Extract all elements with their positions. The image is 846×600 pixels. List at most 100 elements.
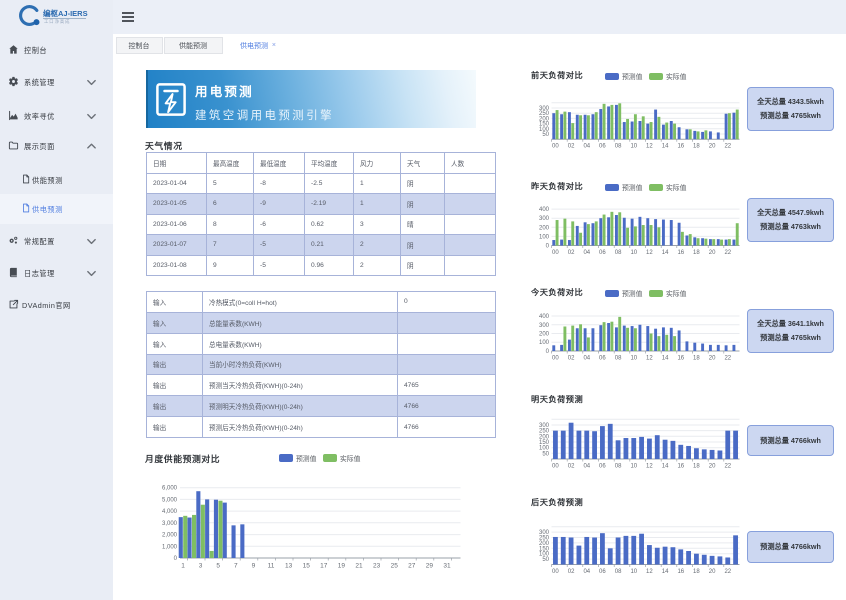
svg-text:19: 19 xyxy=(338,563,346,570)
svg-text:5,000: 5,000 xyxy=(162,497,178,503)
svg-text:16: 16 xyxy=(677,569,684,575)
svg-text:22: 22 xyxy=(724,569,731,575)
svg-text:200: 200 xyxy=(539,541,550,547)
svg-text:3,000: 3,000 xyxy=(162,521,178,527)
svg-text:22: 22 xyxy=(724,250,731,256)
svg-text:3: 3 xyxy=(199,563,203,570)
svg-text:18: 18 xyxy=(693,569,700,575)
svg-text:08: 08 xyxy=(615,144,622,150)
svg-text:10: 10 xyxy=(630,356,637,362)
svg-text:02: 02 xyxy=(568,464,575,470)
svg-text:12: 12 xyxy=(646,356,653,362)
svg-text:00: 00 xyxy=(552,356,559,362)
svg-text:4,000: 4,000 xyxy=(162,509,178,515)
svg-text:18: 18 xyxy=(693,144,700,150)
svg-text:04: 04 xyxy=(583,464,590,470)
svg-text:14: 14 xyxy=(662,144,669,150)
svg-text:7: 7 xyxy=(234,563,238,570)
svg-text:50: 50 xyxy=(542,557,549,563)
svg-text:100: 100 xyxy=(539,127,550,133)
svg-text:14: 14 xyxy=(662,250,669,256)
svg-text:100: 100 xyxy=(539,234,550,240)
svg-text:6,000: 6,000 xyxy=(162,486,178,492)
svg-text:18: 18 xyxy=(693,464,700,470)
svg-text:100: 100 xyxy=(539,446,550,452)
svg-text:22: 22 xyxy=(724,144,731,150)
svg-text:20: 20 xyxy=(709,250,716,256)
svg-text:02: 02 xyxy=(568,356,575,362)
svg-text:00: 00 xyxy=(552,144,559,150)
svg-text:31: 31 xyxy=(443,563,451,570)
svg-text:04: 04 xyxy=(583,144,590,150)
svg-text:150: 150 xyxy=(539,440,550,446)
svg-text:400: 400 xyxy=(539,314,550,320)
svg-text:10: 10 xyxy=(630,464,637,470)
svg-text:22: 22 xyxy=(724,464,731,470)
svg-text:02: 02 xyxy=(568,569,575,575)
svg-text:300: 300 xyxy=(539,423,550,429)
svg-text:08: 08 xyxy=(615,464,622,470)
svg-text:06: 06 xyxy=(599,144,606,150)
svg-text:20: 20 xyxy=(709,464,716,470)
svg-text:13: 13 xyxy=(285,563,293,570)
svg-text:200: 200 xyxy=(539,225,550,231)
svg-text:04: 04 xyxy=(583,356,590,362)
svg-text:9: 9 xyxy=(252,563,256,570)
svg-text:400: 400 xyxy=(539,207,550,213)
svg-text:06: 06 xyxy=(599,569,606,575)
svg-text:100: 100 xyxy=(539,552,550,558)
svg-text:00: 00 xyxy=(552,250,559,256)
svg-text:08: 08 xyxy=(615,250,622,256)
svg-text:08: 08 xyxy=(615,569,622,575)
svg-text:200: 200 xyxy=(539,332,550,338)
svg-text:06: 06 xyxy=(599,356,606,362)
svg-text:100: 100 xyxy=(539,340,550,346)
svg-text:02: 02 xyxy=(568,250,575,256)
svg-text:02: 02 xyxy=(568,144,575,150)
svg-text:16: 16 xyxy=(677,356,684,362)
svg-text:250: 250 xyxy=(539,429,550,435)
svg-text:16: 16 xyxy=(677,144,684,150)
svg-text:14: 14 xyxy=(662,356,669,362)
svg-text:0: 0 xyxy=(546,244,550,250)
svg-text:17: 17 xyxy=(320,563,328,570)
svg-text:14: 14 xyxy=(662,569,669,575)
svg-text:15: 15 xyxy=(303,563,311,570)
svg-text:300: 300 xyxy=(539,216,550,222)
svg-text:20: 20 xyxy=(709,569,716,575)
svg-text:11: 11 xyxy=(268,563,275,570)
svg-text:25: 25 xyxy=(391,563,399,570)
svg-text:20: 20 xyxy=(709,356,716,362)
svg-text:250: 250 xyxy=(539,111,550,117)
svg-text:14: 14 xyxy=(662,464,669,470)
svg-text:12: 12 xyxy=(646,464,653,470)
svg-text:1,000: 1,000 xyxy=(162,544,178,550)
svg-text:5: 5 xyxy=(216,563,220,570)
svg-text:10: 10 xyxy=(630,144,637,150)
svg-text:21: 21 xyxy=(355,563,363,570)
svg-text:250: 250 xyxy=(539,536,550,542)
svg-text:12: 12 xyxy=(646,250,653,256)
svg-text:06: 06 xyxy=(599,250,606,256)
svg-text:50: 50 xyxy=(542,451,549,457)
svg-text:16: 16 xyxy=(677,464,684,470)
svg-text:16: 16 xyxy=(677,250,684,256)
svg-text:22: 22 xyxy=(724,356,731,362)
svg-text:200: 200 xyxy=(539,434,550,440)
svg-text:08: 08 xyxy=(615,356,622,362)
svg-text:0: 0 xyxy=(546,349,550,355)
svg-text:200: 200 xyxy=(539,116,550,122)
svg-text:150: 150 xyxy=(539,122,550,128)
svg-text:150: 150 xyxy=(539,546,550,552)
svg-text:300: 300 xyxy=(539,106,550,112)
svg-text:10: 10 xyxy=(630,250,637,256)
svg-text:2,000: 2,000 xyxy=(162,533,178,539)
svg-text:50: 50 xyxy=(542,132,549,138)
svg-text:300: 300 xyxy=(539,323,550,329)
svg-text:0: 0 xyxy=(174,556,178,562)
svg-text:29: 29 xyxy=(426,563,434,570)
svg-text:12: 12 xyxy=(646,144,653,150)
svg-text:18: 18 xyxy=(693,250,700,256)
svg-text:04: 04 xyxy=(583,250,590,256)
svg-text:12: 12 xyxy=(646,569,653,575)
